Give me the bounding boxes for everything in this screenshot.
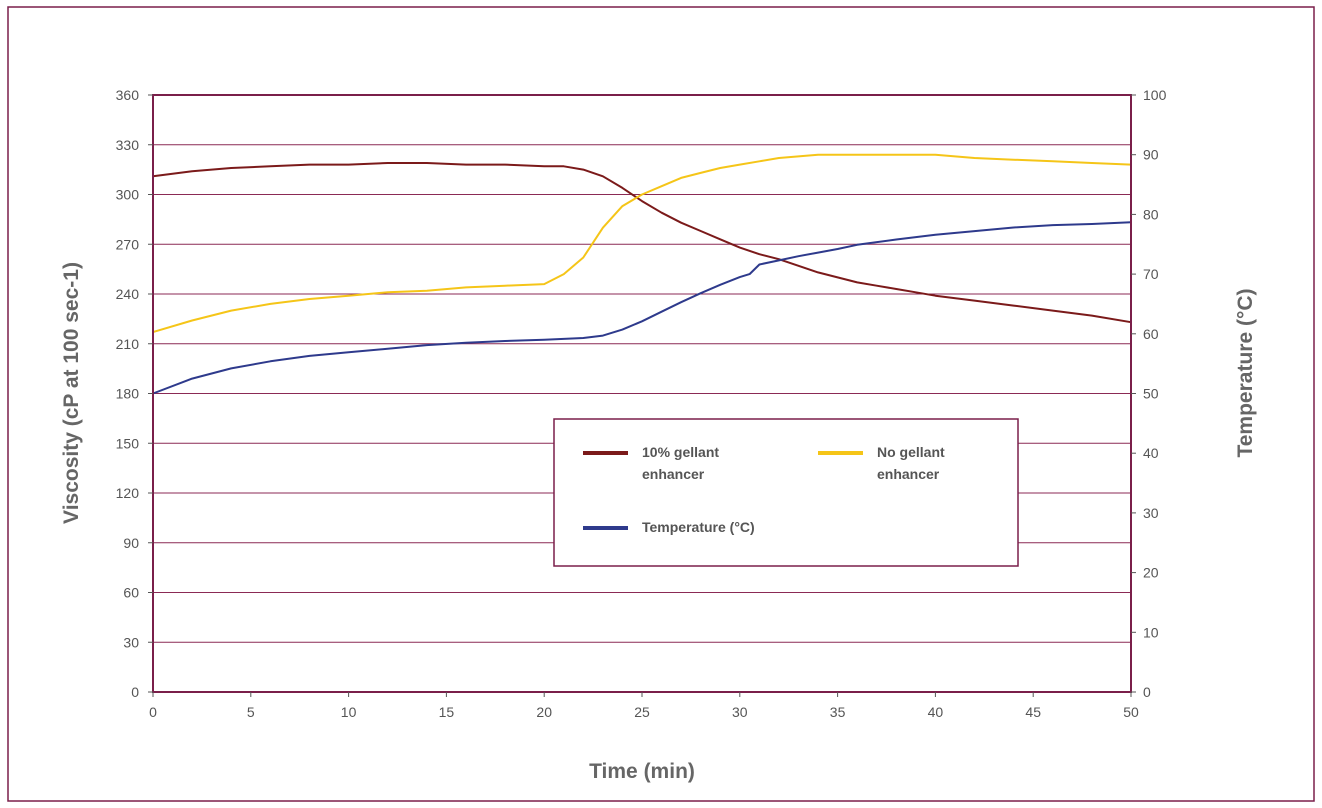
y2-tick-label: 10 <box>1143 624 1159 640</box>
x-tick-label: 30 <box>732 704 748 720</box>
y2-tick-label: 30 <box>1143 505 1159 521</box>
y2-axis-title: Temperature (°C) <box>1234 288 1257 457</box>
x-tick-label: 20 <box>536 704 552 720</box>
y-tick-label: 300 <box>116 187 140 203</box>
y-tick-label: 240 <box>116 286 140 302</box>
legend-label-0: enhancer <box>642 466 705 482</box>
legend-box <box>553 418 1019 567</box>
x-tick-label: 25 <box>634 704 650 720</box>
legend-label-1: No gellant <box>877 444 945 460</box>
x-axis-title: Time (min) <box>589 760 695 783</box>
legend-label-0: 10% gellant <box>642 444 719 460</box>
y2-tick-label: 0 <box>1143 684 1151 700</box>
series-line-0 <box>152 162 1132 324</box>
y-tick-label: 120 <box>116 485 140 501</box>
y-tick-label: 30 <box>123 634 139 650</box>
y-tick-label: 210 <box>116 336 140 352</box>
x-tick-label: 50 <box>1123 704 1139 720</box>
y-tick-label: 360 <box>116 87 140 103</box>
x-tick-label: 0 <box>149 704 157 720</box>
y-tick-label: 270 <box>116 236 140 252</box>
y-tick-label: 330 <box>116 137 140 153</box>
tick-labels: 0306090120150180210240270300330360010203… <box>116 87 1167 720</box>
series-lines <box>152 153 1132 395</box>
legend-label-2: Temperature (°C) <box>642 519 755 535</box>
x-tick-label: 45 <box>1025 704 1041 720</box>
x-tick-label: 10 <box>341 704 357 720</box>
y2-tick-label: 50 <box>1143 386 1159 402</box>
y2-tick-label: 60 <box>1143 326 1159 342</box>
y-tick-label: 150 <box>116 435 140 451</box>
y-tick-label: 90 <box>123 535 139 551</box>
y2-tick-label: 20 <box>1143 565 1159 581</box>
series-line-1 <box>152 153 1132 334</box>
y-tick-label: 0 <box>131 684 139 700</box>
legend-label-1: enhancer <box>877 466 940 482</box>
y2-tick-label: 70 <box>1143 266 1159 282</box>
y2-tick-label: 40 <box>1143 445 1159 461</box>
y-axis-title: Viscosity (cP at 100 sec-1) <box>60 262 83 524</box>
x-tick-label: 35 <box>830 704 846 720</box>
y-tick-label: 180 <box>116 386 140 402</box>
series-line-2 <box>152 221 1132 395</box>
y2-tick-label: 90 <box>1143 147 1159 163</box>
x-tick-label: 5 <box>247 704 255 720</box>
x-tick-label: 15 <box>439 704 455 720</box>
y2-tick-label: 80 <box>1143 206 1159 222</box>
x-tick-label: 40 <box>928 704 944 720</box>
outer-frame <box>7 6 1315 802</box>
y2-tick-label: 100 <box>1143 87 1167 103</box>
y-tick-label: 60 <box>123 585 139 601</box>
legend: 10% gellant enhancer No gellant enhancer Tem… <box>553 418 1019 567</box>
